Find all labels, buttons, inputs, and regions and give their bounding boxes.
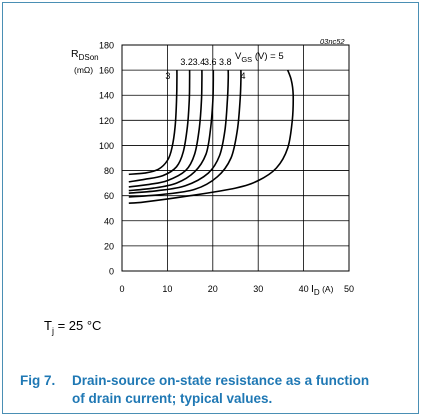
y-axis-label-sub: DSon xyxy=(79,53,99,62)
tj-subscript: j xyxy=(51,326,54,336)
x-tick-label: 30 xyxy=(253,284,263,294)
figure-caption: Fig 7. Drain-source on-state resistance a… xyxy=(20,372,410,408)
series-label-vgs-3.8: 3.8 xyxy=(219,57,232,67)
x-axis-label-sub: D xyxy=(314,288,320,297)
series-line-vgs-3 xyxy=(128,70,178,176)
plot-area xyxy=(121,44,350,272)
junction-temperature-note: Tj = 25 °C xyxy=(44,318,102,336)
y-tick-label: 20 xyxy=(104,241,114,251)
x-tick-label: 0 xyxy=(119,284,124,294)
y-tick-label: 140 xyxy=(99,91,114,101)
x-tick-label: 40 xyxy=(299,284,309,294)
y-tick-labels: 0 20 40 60 80 100 120 140 160 180 xyxy=(99,41,114,277)
y-tick-label: 0 xyxy=(109,267,114,277)
tj-value: = 25 °C xyxy=(53,318,102,333)
y-tick-label: 160 xyxy=(99,66,114,76)
y-axis-label-main: R xyxy=(71,48,79,60)
y-tick-label: 100 xyxy=(99,141,114,151)
series-line-vgs-3.8 xyxy=(128,70,230,194)
series-label-vgs-3.4: 3.4 xyxy=(193,57,206,67)
series-label-vgs-4: 4 xyxy=(240,71,245,81)
series-line-vgs-3.2 xyxy=(128,70,191,183)
gridlines xyxy=(122,45,349,271)
x-tick-label: 50 xyxy=(344,284,354,294)
x-axis-label-unit: (A) xyxy=(320,284,334,294)
x-axis-label-main: I xyxy=(311,283,314,295)
series-label-vgs-3.6: 3.6 xyxy=(204,57,217,67)
series-label-vgs-3: 3 xyxy=(165,71,170,81)
x-tick-label: 10 xyxy=(162,284,172,294)
series-curves xyxy=(128,69,295,204)
series-line-vgs-5 xyxy=(128,69,295,204)
vgs-subscript: GS xyxy=(241,55,252,64)
y-tick-label: 80 xyxy=(104,166,114,176)
tj-symbol: T xyxy=(44,318,52,333)
vgs-symbol: V xyxy=(235,51,242,62)
vgs-rest: (V) = 5 xyxy=(252,51,283,62)
vgs-legend-header: VGS (V) = 5 xyxy=(235,51,284,64)
chart: 0 20 40 60 80 100 120 140 160 180 0 10 20 30 40 50 3 3.… xyxy=(71,37,354,297)
series-line-vgs-4 xyxy=(128,70,242,198)
y-tick-label: 40 xyxy=(104,216,114,226)
series-line-vgs-3.6 xyxy=(128,70,215,192)
series-labels: 3 3.2 3.43.6 3.8 4 xyxy=(165,57,245,81)
y-tick-label: 60 xyxy=(104,191,114,201)
y-tick-label: 180 xyxy=(99,41,114,51)
caption-line-1: Fig 7. Drain-source on-state resistance a… xyxy=(20,372,410,390)
caption-line-2: of drain current; typical values. xyxy=(72,391,273,406)
y-tick-label: 120 xyxy=(99,116,114,126)
series-label-vgs-3.2: 3.2 xyxy=(180,57,193,67)
figure-id-tag: 03nc52 xyxy=(320,37,345,46)
x-tick-labels: 0 10 20 30 40 50 xyxy=(119,284,354,294)
x-tick-label: 20 xyxy=(208,284,218,294)
caption-text-1: Drain-source on-state resistance as a fu… xyxy=(72,373,370,388)
series-line-vgs-3.4 xyxy=(128,70,203,188)
figure-frame xyxy=(2,2,419,414)
y-axis-label: RDSon xyxy=(71,48,99,62)
figure-number: Fig 7. xyxy=(20,373,56,388)
x-axis-label: ID (A) xyxy=(311,283,334,297)
y-axis-unit: (mΩ) xyxy=(74,65,93,75)
